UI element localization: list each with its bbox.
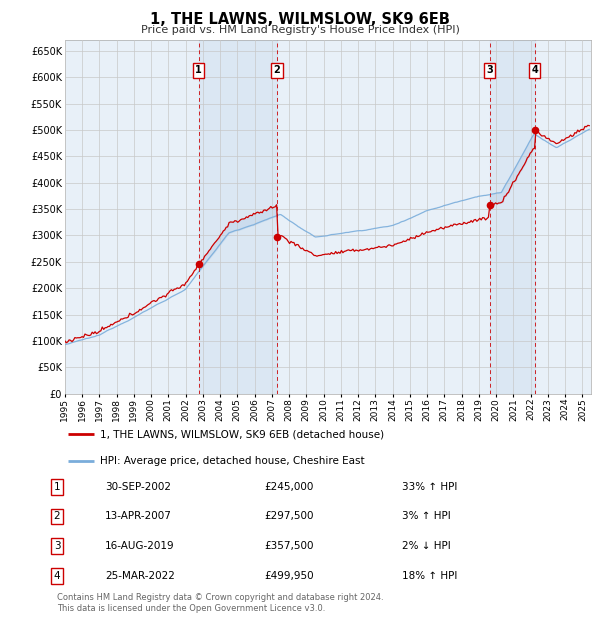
Text: £245,000: £245,000	[264, 482, 313, 492]
Text: 4: 4	[531, 65, 538, 76]
Text: 13-APR-2007: 13-APR-2007	[105, 512, 172, 521]
Text: 1: 1	[53, 482, 61, 492]
Text: 1, THE LAWNS, WILMSLOW, SK9 6EB: 1, THE LAWNS, WILMSLOW, SK9 6EB	[150, 12, 450, 27]
Text: 25-MAR-2022: 25-MAR-2022	[105, 571, 175, 581]
Text: 3: 3	[486, 65, 493, 76]
Bar	[199, 40, 277, 394]
Text: 2: 2	[53, 512, 61, 521]
Text: £499,950: £499,950	[264, 571, 314, 581]
Text: 4: 4	[53, 571, 61, 581]
Text: 2% ↓ HPI: 2% ↓ HPI	[402, 541, 451, 551]
Text: 30-SEP-2002: 30-SEP-2002	[105, 482, 171, 492]
Text: 16-AUG-2019: 16-AUG-2019	[105, 541, 175, 551]
Text: 1: 1	[195, 65, 202, 76]
Bar	[490, 40, 535, 394]
Text: 1, THE LAWNS, WILMSLOW, SK9 6EB (detached house): 1, THE LAWNS, WILMSLOW, SK9 6EB (detache…	[100, 430, 384, 440]
Text: 2: 2	[274, 65, 280, 76]
Text: 18% ↑ HPI: 18% ↑ HPI	[402, 571, 457, 581]
Text: Contains HM Land Registry data © Crown copyright and database right 2024.
This d: Contains HM Land Registry data © Crown c…	[57, 593, 383, 613]
Text: 3: 3	[53, 541, 61, 551]
Text: £357,500: £357,500	[264, 541, 314, 551]
Text: Price paid vs. HM Land Registry's House Price Index (HPI): Price paid vs. HM Land Registry's House …	[140, 25, 460, 35]
Text: £297,500: £297,500	[264, 512, 314, 521]
Text: 3% ↑ HPI: 3% ↑ HPI	[402, 512, 451, 521]
Text: HPI: Average price, detached house, Cheshire East: HPI: Average price, detached house, Ches…	[100, 456, 364, 466]
Text: 33% ↑ HPI: 33% ↑ HPI	[402, 482, 457, 492]
